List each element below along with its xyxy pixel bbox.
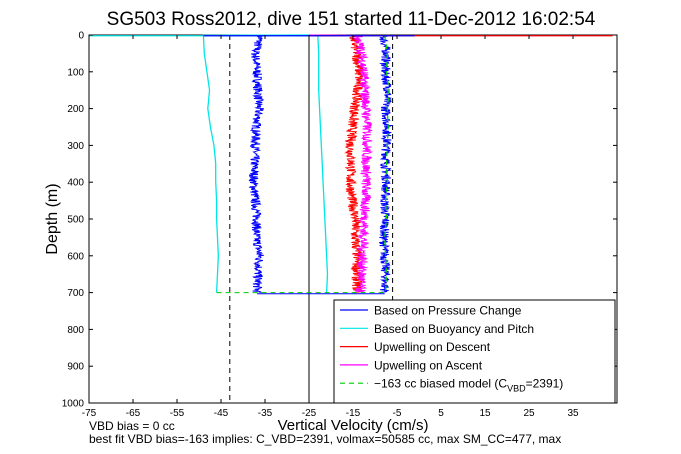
y-tick-label: 500 [67,215,84,226]
x-tick-label: -65 [126,408,141,419]
x-tick-label: -55 [170,408,185,419]
y-tick-label: 300 [67,141,84,152]
series-line [202,34,310,293]
y-tick-label: 800 [67,325,84,336]
y-axis-label: Depth (m) [44,183,61,254]
legend-label: Based on Pressure Change [374,304,522,318]
legend: Based on Pressure Change Based on Buoyanc… [333,299,616,404]
legend-label: Upwelling on Ascent [374,358,483,372]
y-tick-label: 200 [67,104,84,115]
vbd-bias-note: VBD bias = 0 cc [89,419,175,433]
x-tick-label: 15 [479,408,491,419]
legend-label-subscript: VBD [507,384,526,394]
legend-label: Based on Buoyancy and Pitch [374,322,534,336]
chart-title: SG503 Ross2012, dive 151 started 11-Dec-… [107,9,596,30]
y-axis-ticks: 0 100 200 300 400 500 600 700 800 900 1000 [62,31,617,410]
y-tick-label: 100 [67,67,84,78]
series-layer [89,34,613,295]
x-tick-label: -5 [393,408,402,419]
y-tick-label: 600 [67,251,84,262]
y-tick-label: 400 [67,178,84,189]
y-tick-label: 0 [78,31,84,42]
legend-label-suffix: =2391) [526,377,564,391]
best-fit-note: best fit VBD bias=-163 implies: C_VBD=23… [89,432,562,446]
series-line [384,35,390,293]
series-line [308,34,374,293]
x-axis-label: Vertical Velocity (cm/s) [278,417,429,434]
series-line [308,34,394,293]
x-tick-label: 35 [567,408,579,419]
legend-box [333,299,616,404]
legend-label: Upwelling on Descent [374,340,491,354]
x-tick-label: -15 [346,408,361,419]
x-tick-label: -75 [82,408,97,419]
x-axis-ticks: -75 -65 -55 -45 -35 -25 -15 -5 5 15 25 35 [82,35,579,419]
y-tick-label: 700 [67,288,84,299]
x-tick-label: -25 [302,408,317,419]
x-tick-label: -45 [214,408,229,419]
x-tick-label: 25 [523,408,535,419]
series-line [248,34,310,293]
y-tick-label: 1000 [62,399,85,410]
series-line [308,34,329,293]
y-tick-label: 900 [67,362,84,373]
x-tick-label: -35 [258,408,273,419]
x-tick-label: 5 [438,408,444,419]
